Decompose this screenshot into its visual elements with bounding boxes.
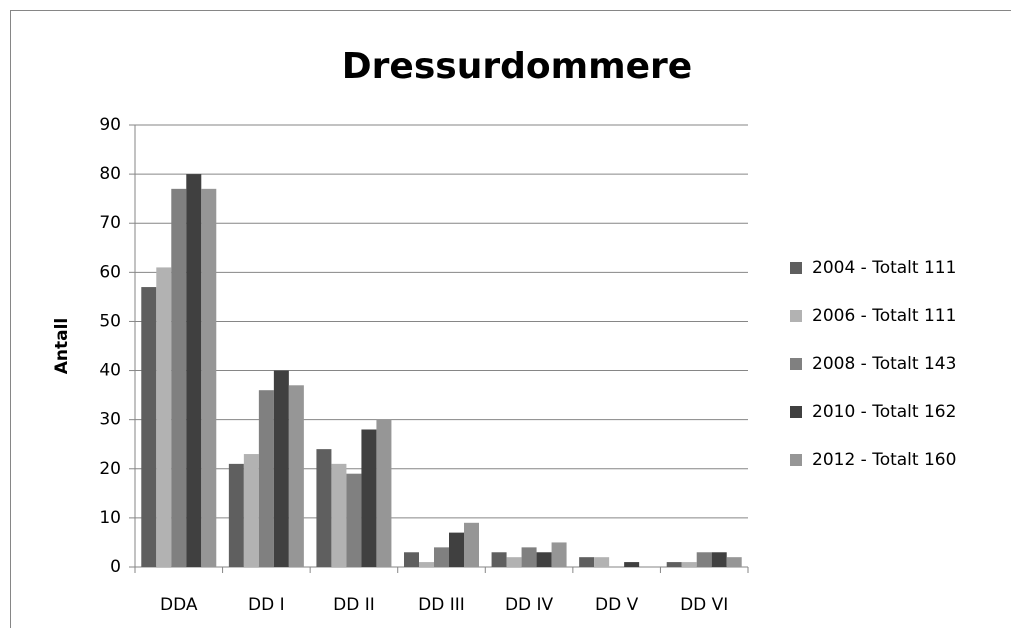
bar: [711, 552, 727, 567]
legend-swatch: [790, 310, 802, 322]
bar: [726, 557, 742, 567]
y-tick-label: 80: [99, 164, 121, 184]
legend-label: 2004 - Totalt 111: [812, 258, 956, 278]
y-tick-label: 40: [99, 361, 121, 381]
bar: [141, 287, 157, 567]
y-tick-label: 10: [99, 508, 121, 528]
bar: [258, 390, 274, 567]
chart-title: Dressurdommere: [342, 46, 692, 87]
x-tick-label: DD V: [595, 595, 639, 615]
bar: [346, 473, 362, 567]
bar: [491, 552, 507, 567]
bar: [171, 188, 187, 567]
legend-swatch: [790, 454, 802, 466]
bar: [521, 547, 537, 567]
bar: [201, 188, 217, 567]
legend-swatch: [790, 406, 802, 418]
x-tick-label: DD VI: [680, 595, 728, 615]
y-tick-label: 20: [99, 459, 121, 479]
legend-label: 2008 - Totalt 143: [812, 354, 956, 374]
x-tick-label: DDA: [160, 595, 198, 615]
bar: [594, 557, 610, 567]
y-tick-label: 60: [99, 262, 121, 282]
bar: [243, 454, 259, 567]
bar: [156, 267, 172, 567]
x-tick-label: DD I: [248, 595, 285, 615]
bar: [419, 562, 434, 567]
bar: [186, 174, 202, 567]
legend-label: 2010 - Totalt 162: [812, 402, 956, 422]
legend-swatch: [790, 358, 802, 370]
bar: [449, 532, 464, 567]
bar: [361, 429, 377, 567]
bar: [666, 562, 682, 567]
bar: [316, 449, 332, 567]
y-tick-label: 0: [110, 557, 121, 577]
bar: [331, 463, 347, 567]
x-tick-label: DD III: [418, 595, 465, 615]
bar: [696, 552, 712, 567]
bar: [506, 557, 522, 567]
bar: [288, 385, 304, 567]
bar: [551, 542, 567, 567]
x-tick-label: DD II: [333, 595, 375, 615]
bar: [376, 419, 392, 567]
y-tick-label: 50: [99, 311, 121, 331]
bar: [273, 370, 289, 567]
x-tick-label: DD IV: [505, 595, 554, 615]
y-axis-title: Antall: [52, 318, 72, 375]
legend-swatch: [790, 262, 802, 274]
legend-label: 2006 - Totalt 111: [812, 306, 956, 326]
bar: [681, 562, 697, 567]
bar: [464, 522, 479, 567]
bar: [228, 463, 244, 567]
legend-label: 2012 - Totalt 160: [812, 450, 956, 470]
bar: [624, 562, 640, 567]
bar: [404, 552, 419, 567]
bar: [536, 552, 552, 567]
y-tick-label: 30: [99, 410, 121, 430]
y-tick-label: 70: [99, 213, 121, 233]
y-tick-label: 90: [99, 115, 121, 135]
bar: [434, 547, 449, 567]
bar: [579, 557, 595, 567]
